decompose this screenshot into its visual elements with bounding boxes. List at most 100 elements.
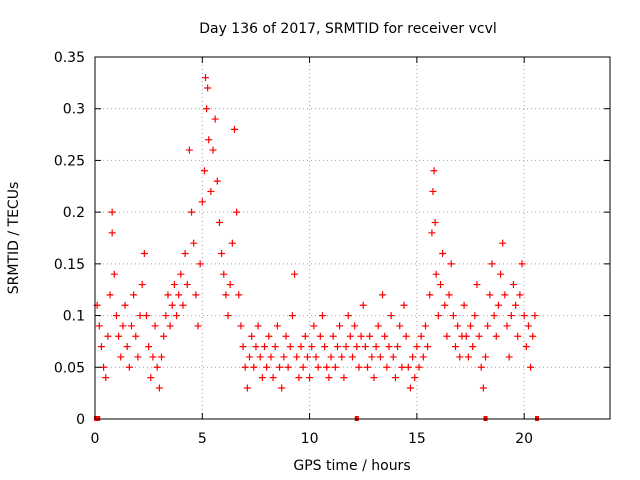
data-point — [248, 332, 256, 340]
data-point — [447, 260, 455, 268]
data-point — [503, 322, 511, 330]
y-tick-label: 0.1 — [63, 309, 85, 325]
data-point — [297, 343, 305, 351]
data-point — [477, 363, 485, 371]
data-point — [95, 322, 103, 330]
data-point — [301, 332, 309, 340]
data-point — [241, 363, 249, 371]
chart-title: Day 136 of 2017, SRMTID for receiver vcv… — [199, 21, 497, 37]
data-point — [226, 281, 234, 289]
data-point — [366, 332, 374, 340]
data-point — [204, 84, 212, 92]
data-point — [374, 322, 382, 330]
data-point — [151, 322, 159, 330]
data-point — [215, 218, 223, 226]
data-point — [404, 363, 412, 371]
data-point — [494, 301, 502, 309]
y-tick-label: 0 — [76, 412, 85, 428]
data-point — [460, 301, 468, 309]
data-point — [237, 322, 245, 330]
data-point — [462, 332, 470, 340]
data-point — [250, 363, 258, 371]
y-tick-label: 0.35 — [54, 50, 85, 66]
data-point — [160, 332, 168, 340]
data-point — [484, 322, 492, 330]
data-point — [110, 270, 118, 278]
data-point — [286, 343, 294, 351]
data-point — [303, 353, 311, 361]
plot-frame — [94, 56, 611, 420]
data-point — [359, 301, 367, 309]
y-tick-label: 0.3 — [63, 102, 85, 118]
data-point — [282, 332, 290, 340]
data-point — [527, 363, 535, 371]
data-point — [108, 208, 116, 216]
data-point — [490, 312, 498, 320]
data-point — [269, 374, 277, 382]
data-point — [293, 353, 301, 361]
data-point — [372, 343, 380, 351]
x-tick-label: 10 — [301, 431, 319, 447]
data-point — [505, 353, 513, 361]
data-point — [140, 250, 148, 258]
data-point — [323, 363, 331, 371]
data-point — [336, 322, 344, 330]
data-point — [121, 301, 129, 309]
data-point — [415, 363, 423, 371]
data-point — [488, 260, 496, 268]
data-point — [261, 343, 269, 351]
data-point — [295, 374, 303, 382]
data-point — [314, 363, 322, 371]
data-point — [409, 353, 417, 361]
data-point — [273, 322, 281, 330]
data-point — [228, 239, 236, 247]
data-point — [308, 343, 316, 351]
data-point — [501, 291, 509, 299]
data-point — [134, 353, 142, 361]
data-point — [522, 343, 530, 351]
data-point — [306, 374, 314, 382]
data-point — [529, 332, 537, 340]
data-point — [256, 353, 264, 361]
data-point — [428, 229, 436, 237]
data-point — [357, 332, 365, 340]
data-point — [177, 270, 185, 278]
data-point — [482, 353, 490, 361]
y-tick-label: 0.25 — [54, 153, 85, 169]
data-point — [385, 343, 393, 351]
data-point — [379, 291, 387, 299]
data-point — [531, 312, 539, 320]
data-point — [183, 281, 191, 289]
data-point — [102, 374, 110, 382]
data-point — [467, 322, 475, 330]
data-point — [340, 374, 348, 382]
data-point — [430, 167, 438, 175]
data-point — [475, 332, 483, 340]
data-point — [413, 343, 421, 351]
data-point — [445, 291, 453, 299]
data-point — [233, 208, 241, 216]
data-point — [112, 312, 120, 320]
data-point — [486, 291, 494, 299]
data-point — [464, 353, 472, 361]
data-point — [318, 312, 326, 320]
data-point — [194, 322, 202, 330]
data-point — [417, 332, 425, 340]
data-point — [387, 312, 395, 320]
data-point — [185, 146, 193, 154]
data-point — [512, 301, 520, 309]
data-point — [209, 146, 217, 154]
data-point — [97, 343, 105, 351]
axis-ticks — [94, 56, 610, 420]
data-point — [153, 363, 161, 371]
data-point — [291, 270, 299, 278]
data-point — [355, 363, 363, 371]
data-point — [288, 312, 296, 320]
data-point — [136, 312, 144, 320]
y-tick-label: 0.2 — [63, 205, 85, 221]
data-point — [284, 363, 292, 371]
data-point — [267, 353, 275, 361]
data-point — [492, 332, 500, 340]
data-point — [164, 291, 172, 299]
